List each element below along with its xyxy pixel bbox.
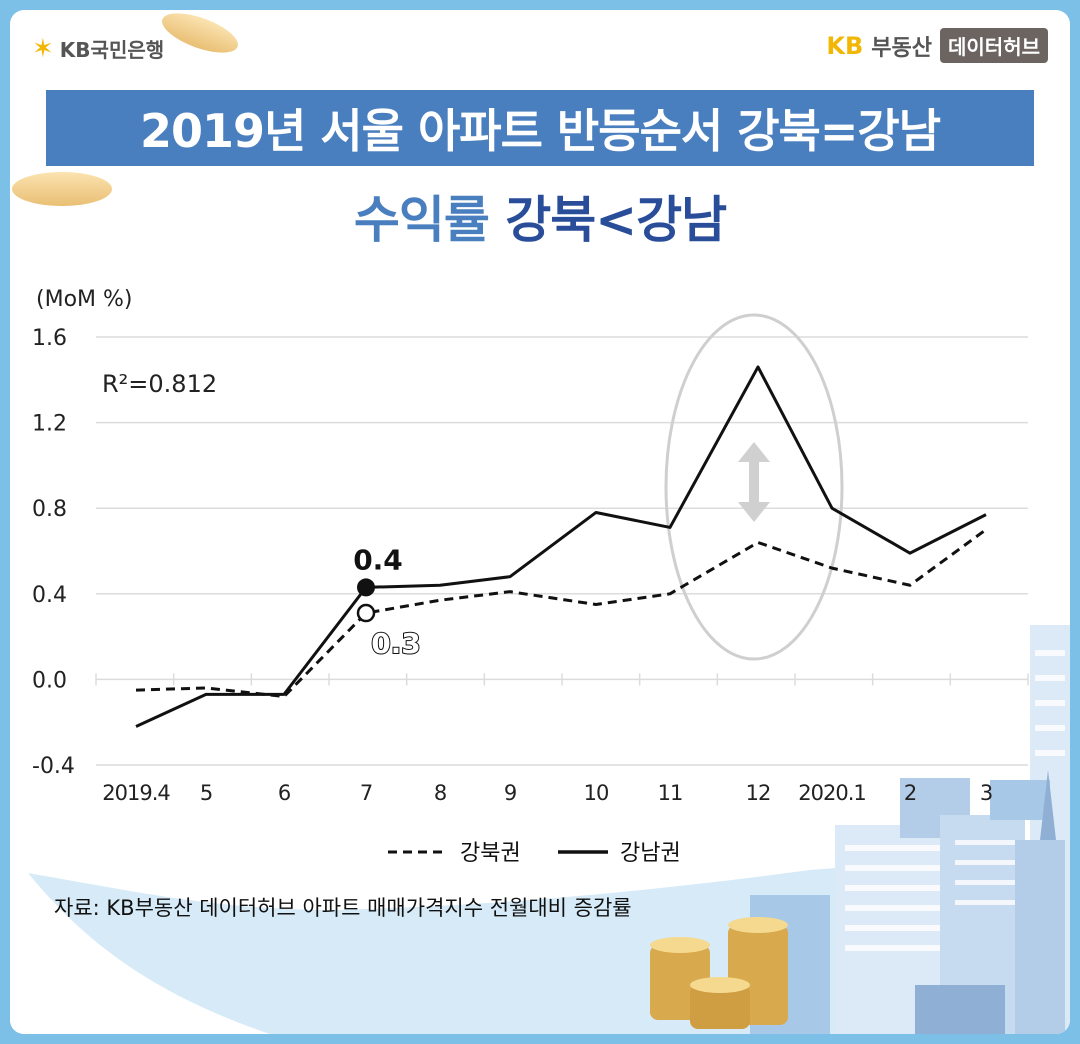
x-tick-label: 2 (904, 781, 916, 805)
x-tick-label: 11 (658, 781, 683, 805)
legend-label-gangnam: 강남권 (620, 841, 681, 866)
y-tick-label: 1.6 (32, 326, 67, 351)
x-tick-label: 2020.1 (798, 781, 865, 805)
data-label: 0.4 (353, 543, 403, 576)
brand-datahub-badge: 데이터허브 (940, 28, 1048, 63)
subtitle-part-1: 수익률 (353, 191, 490, 249)
coin-stacks-illustration (650, 917, 788, 1029)
gap-arrow-icon (738, 442, 770, 522)
x-tick-label: 12 (746, 781, 771, 805)
y-tick-label: 0.8 (32, 497, 67, 522)
data-point-marker (357, 578, 375, 597)
brand-kb: KB (826, 31, 864, 60)
background-decoration (10, 625, 1070, 1034)
r-squared-label: R²=0.812 (102, 370, 217, 398)
x-tick-label: 6 (278, 781, 291, 805)
infographic-frame: ✶ KB국민은행 KB 부동산 데이터허브 2019년 서울 아파트 반등순서 … (10, 10, 1070, 1034)
brand-realestate: 부동산 (871, 35, 932, 61)
x-tick-label: 9 (504, 781, 516, 805)
bank-name: KB국민은행 (59, 38, 165, 62)
buildings-illustration (750, 625, 1070, 1034)
x-tick-label: 10 (584, 781, 609, 805)
x-tick-label: 2019.4 (102, 781, 170, 805)
y-unit-label: (MoM %) (36, 287, 133, 312)
y-tick-label: -0.4 (32, 754, 75, 779)
series-line-gangnam (135, 365, 987, 728)
y-tick-label: 1.2 (32, 412, 67, 437)
highlight-ellipse (664, 313, 844, 661)
x-tick-label: 7 (360, 781, 372, 805)
y-tick-label: 0.4 (32, 583, 67, 608)
x-tick-label: 8 (434, 781, 446, 805)
series-line-gangbuk (135, 528, 987, 699)
kb-star-icon: ✶ (32, 33, 54, 64)
coin-decoration (12, 172, 112, 206)
x-tick-label: 5 (200, 781, 212, 805)
legend-label-gangbuk: 강북권 (460, 841, 521, 866)
line-chart: (MoM %) 1.6 1.2 0.8 0.4 0.0 -0.4 2019.4 5 6 7 8 9 10 1… (32, 287, 1029, 866)
kb-bank-logo: ✶ KB국민은행 (32, 34, 164, 63)
subtitle-part-2: 강북<강남 (505, 191, 727, 249)
title-banner: 2019년 서울 아파트 반등순서 강북=강남 (46, 90, 1034, 166)
source-note: 자료: KB부동산 데이터허브 아파트 매매가격지수 전월대비 증감률 (54, 896, 632, 920)
data-label: 0.3 (371, 627, 421, 660)
y-tick-label: 0.0 (32, 668, 67, 693)
kb-databhub-logo: KB 부동산 데이터허브 (826, 28, 1048, 63)
page-title: 2019년 서울 아파트 반등순서 강북=강남 (139, 104, 941, 158)
x-tick-label: 3 (980, 781, 992, 805)
data-point-marker (356, 603, 376, 623)
page-subtitle: 수익률 강북<강남 (10, 180, 1070, 252)
